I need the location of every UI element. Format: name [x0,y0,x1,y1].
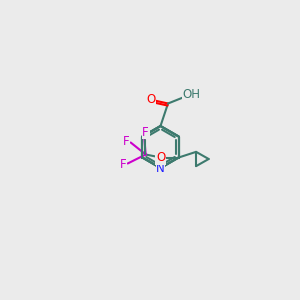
Text: O: O [146,93,155,106]
Text: F: F [142,125,149,139]
Text: N: N [156,161,165,175]
Text: O: O [156,151,165,164]
Text: F: F [120,158,127,171]
Text: OH: OH [182,88,200,101]
Text: F: F [123,135,130,148]
